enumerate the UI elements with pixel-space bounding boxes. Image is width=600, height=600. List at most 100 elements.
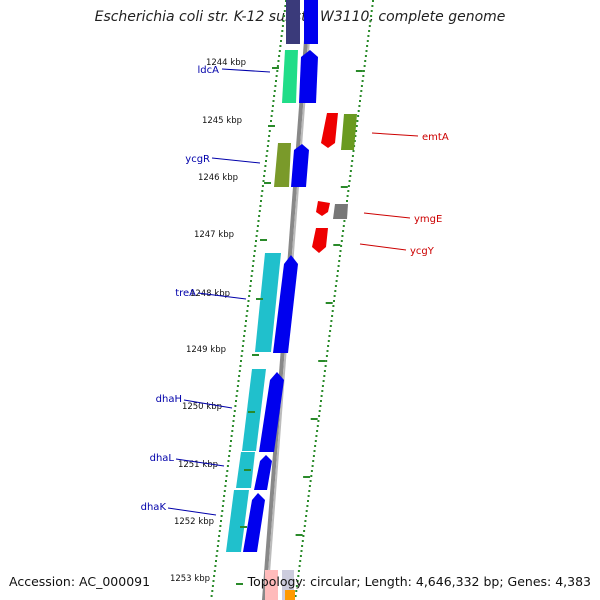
ymgE-leader bbox=[363, 212, 411, 219]
emtA-label[interactable]: emtA bbox=[422, 132, 449, 143]
rail-dot bbox=[303, 525, 306, 527]
treA-label[interactable]: treA bbox=[175, 288, 196, 299]
rail-dot bbox=[219, 525, 222, 527]
ycgY-label[interactable]: ycgY bbox=[410, 246, 435, 257]
rail-dot bbox=[244, 325, 247, 327]
rail-dot bbox=[243, 330, 246, 332]
rail-dot bbox=[241, 345, 244, 347]
rail-dot bbox=[330, 320, 333, 322]
rail-tick bbox=[318, 360, 326, 362]
dhaH-label[interactable]: dhaH bbox=[156, 394, 182, 405]
rail-dot bbox=[257, 220, 260, 222]
rail-dot bbox=[281, 25, 284, 27]
ycgR-cds-arrow[interactable] bbox=[291, 144, 309, 187]
ymgE-label[interactable]: ymgE bbox=[414, 214, 442, 225]
rail-dot bbox=[236, 385, 239, 387]
rail-dot bbox=[274, 85, 277, 87]
ldcA-cds-arrow[interactable] bbox=[299, 50, 318, 103]
rail-dot bbox=[311, 465, 314, 467]
rail-dot bbox=[266, 150, 269, 152]
rail-dot bbox=[233, 415, 236, 417]
rail-dot bbox=[260, 200, 262, 202]
rail-dot bbox=[371, 5, 374, 7]
rail-dot bbox=[364, 55, 367, 57]
rail-dot bbox=[245, 315, 248, 317]
rail-dot bbox=[270, 115, 273, 117]
dhaK-label[interactable]: dhaK bbox=[141, 502, 167, 513]
rail-dot bbox=[343, 220, 346, 222]
rail-dot bbox=[220, 515, 223, 517]
rail-dot bbox=[356, 120, 359, 122]
rail-dot bbox=[351, 160, 354, 162]
rail-dot bbox=[238, 375, 241, 377]
rail-dot bbox=[230, 440, 232, 442]
rail-dot bbox=[301, 545, 304, 547]
rail-dot bbox=[213, 570, 216, 572]
rail-dot bbox=[296, 580, 299, 582]
rail-dot bbox=[225, 480, 227, 482]
rail-dot bbox=[336, 270, 339, 272]
rail-dot bbox=[370, 10, 373, 12]
rail-dot bbox=[355, 130, 358, 132]
ldcA-leader bbox=[221, 68, 271, 73]
kbp-tick-mark bbox=[244, 469, 251, 471]
rail-dot bbox=[248, 290, 251, 292]
rail-dot bbox=[264, 165, 267, 167]
rail-dot bbox=[333, 295, 336, 297]
rail-dot bbox=[278, 50, 281, 52]
dhaH-cds-arrow[interactable] bbox=[259, 372, 284, 452]
kbp-tick-mark bbox=[256, 298, 263, 300]
rail-dot bbox=[245, 320, 247, 322]
emtA-leader bbox=[371, 132, 419, 137]
dhaK-cds-arrow[interactable] bbox=[243, 493, 265, 552]
rail-dot bbox=[308, 490, 311, 492]
rail-tick bbox=[340, 186, 348, 188]
kbp-tick-mark bbox=[252, 354, 259, 356]
rail-dot bbox=[226, 465, 229, 467]
rail-dot bbox=[246, 310, 249, 312]
rail-dot bbox=[229, 445, 232, 447]
rail-dot bbox=[297, 570, 300, 572]
rail-dot bbox=[267, 140, 270, 142]
rail-dot bbox=[366, 45, 369, 47]
rail-dot bbox=[359, 100, 361, 102]
treA-cds-arrow[interactable] bbox=[273, 255, 298, 353]
rail-dot bbox=[256, 225, 259, 227]
treA-gene-block bbox=[255, 253, 281, 352]
genome-summary: Topology: circular; Length: 4,646,332 bp… bbox=[247, 574, 591, 589]
ycgY-cds-arrow[interactable] bbox=[312, 228, 328, 253]
rail-dot bbox=[216, 550, 219, 552]
rail-dot bbox=[337, 265, 340, 267]
rail-dot bbox=[211, 590, 214, 592]
rail-dot bbox=[331, 310, 334, 312]
rail-dot bbox=[340, 240, 343, 242]
ldcA-label[interactable]: ldcA bbox=[198, 65, 220, 76]
rail-dot bbox=[323, 375, 326, 377]
rail-dot bbox=[360, 90, 363, 92]
rail-dot bbox=[228, 455, 231, 457]
rail-dot bbox=[281, 30, 284, 32]
rail-dot bbox=[325, 360, 328, 362]
rail-dot bbox=[282, 20, 285, 22]
rail-dot bbox=[308, 485, 311, 487]
rail-dot bbox=[214, 565, 217, 567]
rail-dot bbox=[351, 155, 354, 157]
rail-dot bbox=[339, 250, 342, 252]
rail-dot bbox=[316, 425, 319, 427]
rail-dot bbox=[258, 215, 261, 217]
rail-dot bbox=[323, 370, 326, 372]
dhaL-label[interactable]: dhaL bbox=[150, 453, 175, 464]
rail-dot bbox=[215, 555, 218, 557]
right-dotted-rail bbox=[288, 0, 374, 597]
rail-dot bbox=[242, 340, 245, 342]
emtA-cds-arrow[interactable] bbox=[321, 113, 338, 148]
kbp-tick-mark bbox=[236, 583, 243, 585]
dhaL-cds-arrow[interactable] bbox=[254, 455, 272, 490]
rail-dot bbox=[263, 170, 266, 172]
ycgR-label[interactable]: ycgR bbox=[185, 154, 210, 165]
kbp-tick-mark bbox=[260, 239, 267, 241]
top-track-partial-2 bbox=[304, 0, 318, 44]
rail-tick bbox=[325, 302, 333, 304]
ymgE-cds-arrow[interactable] bbox=[316, 201, 330, 216]
rail-dot bbox=[327, 340, 330, 342]
